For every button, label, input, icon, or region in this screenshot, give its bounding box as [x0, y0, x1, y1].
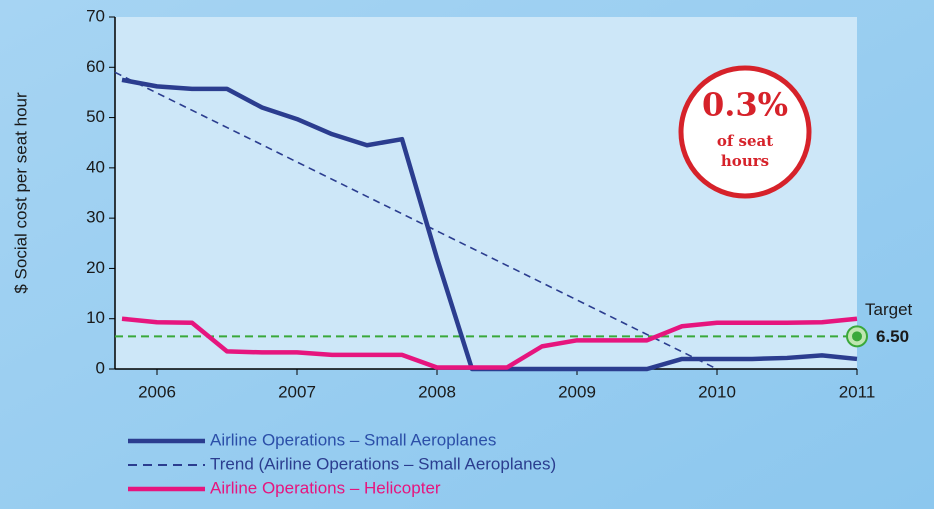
- legend-label: Airline Operations – Helicopter: [210, 478, 441, 497]
- x-tick-label: 2010: [698, 382, 736, 401]
- x-tick-label: 2006: [138, 382, 176, 401]
- badge-text: of seat: [717, 132, 773, 150]
- legend-label: Airline Operations – Small Aeroplanes: [210, 430, 496, 449]
- series-line: [121, 316, 858, 370]
- badge-circle: [678, 65, 812, 199]
- badge-text: hours: [721, 152, 769, 170]
- badge-value: 0.3%: [702, 86, 788, 124]
- y-tick-label: 10: [86, 308, 105, 327]
- badge: 0.3% of seat hours: [678, 65, 812, 199]
- y-tick-label: 60: [86, 57, 105, 76]
- series-line: [114, 71, 718, 370]
- y-axis-label: $ Social cost per seat hour: [11, 92, 30, 294]
- y-tick-label: 30: [86, 208, 105, 227]
- y-tick-label: 20: [86, 258, 105, 277]
- target-name: Target: [865, 300, 913, 319]
- y-tick-label: 40: [86, 157, 105, 176]
- x-tick-label: 2011: [839, 382, 876, 401]
- target-marker-inner: [852, 331, 862, 342]
- y-tick-label: 70: [86, 6, 105, 25]
- legend-label: Trend (Airline Operations – Small Aeropl…: [210, 454, 556, 473]
- x-tick-label: 2009: [558, 382, 596, 401]
- target-label: 6.50: [876, 327, 909, 346]
- y-tick-label: 0: [96, 358, 105, 377]
- x-tick-label: 2008: [418, 382, 456, 401]
- x-tick-label: 2007: [278, 382, 316, 401]
- y-tick-label: 50: [86, 107, 105, 126]
